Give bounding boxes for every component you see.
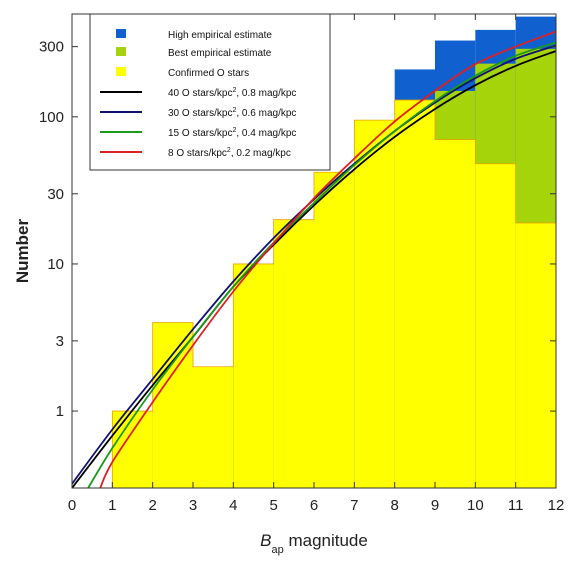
y-tick-label-0: 1 xyxy=(56,403,64,420)
x-tick-label-2: 2 xyxy=(148,497,156,514)
legend-swatch-0 xyxy=(116,29,126,38)
x-tick-label-9: 9 xyxy=(431,497,439,514)
legend-swatch-1 xyxy=(116,47,126,56)
bar-confirmed-5 xyxy=(314,172,355,488)
legend-label-2: Confirmed O stars xyxy=(168,68,249,79)
y-tick-label-2: 10 xyxy=(47,256,64,273)
model-curves xyxy=(72,30,556,488)
x-tick-label-6: 6 xyxy=(310,497,318,514)
y-tick-label-1: 3 xyxy=(56,333,64,350)
x-tick-label-12: 12 xyxy=(548,497,565,514)
legend-curve-label-2: 15 O stars/kpc2, 0.4 mag/kpc xyxy=(168,127,296,139)
bar-confirmed-6 xyxy=(354,120,395,488)
legend: High empirical estimate Best empirical es… xyxy=(89,13,331,171)
model-curve-3 xyxy=(99,30,556,488)
legend-curve-label-3: 8 O stars/kpc2, 0.2 mag/kpc xyxy=(168,147,291,159)
x-tick-label-3: 3 xyxy=(189,497,197,514)
x-axis-title-main: B xyxy=(260,531,271,550)
histogram-bars xyxy=(111,16,556,488)
x-axis-title-rest: magnitude xyxy=(284,531,368,550)
bar-confirmed-0 xyxy=(112,411,153,488)
x-tick-label-4: 4 xyxy=(229,497,237,514)
bar-confirmed-9 xyxy=(475,163,516,488)
y-tick-label-5: 300 xyxy=(39,39,64,56)
legend-swatch-2 xyxy=(116,67,126,76)
x-tick-label-5: 5 xyxy=(269,497,277,514)
bar-confirmed-2 xyxy=(193,366,234,488)
y-tick-label-3: 30 xyxy=(47,186,64,203)
bar-confirmed-1 xyxy=(152,322,193,488)
x-tick-label-8: 8 xyxy=(390,497,398,514)
x-tick-label-7: 7 xyxy=(350,497,358,514)
legend-curve-label-1: 30 O stars/kpc2, 0.6 mag/kpc xyxy=(168,107,296,119)
bar-confirmed-8 xyxy=(435,139,476,488)
bar-confirmed-7 xyxy=(394,100,435,488)
x-tick-label-0: 0 xyxy=(68,497,76,514)
x-tick-label-1: 1 xyxy=(108,497,116,514)
legend-label-1: Best empirical estimate xyxy=(168,48,272,59)
model-curve-2 xyxy=(87,41,556,488)
x-axis-title: Bap magnitude xyxy=(260,531,368,556)
x-axis-title-sub: ap xyxy=(271,544,283,556)
y-tick-label-4: 100 xyxy=(39,109,64,126)
model-curve-0 xyxy=(72,50,556,488)
y-axis-title: Number xyxy=(13,219,32,284)
bar-confirmed-10 xyxy=(515,222,556,488)
x-tick-label-11: 11 xyxy=(508,497,524,514)
legend-curve-label-0: 40 O stars/kpc2, 0.8 mag/kpc xyxy=(168,87,296,99)
x-tick-label-10: 10 xyxy=(467,497,484,514)
bar-confirmed-3 xyxy=(233,263,274,488)
bar-confirmed-4 xyxy=(273,219,314,488)
confirmed-outline xyxy=(111,99,556,488)
legend-label-0: High empirical estimate xyxy=(168,30,272,41)
